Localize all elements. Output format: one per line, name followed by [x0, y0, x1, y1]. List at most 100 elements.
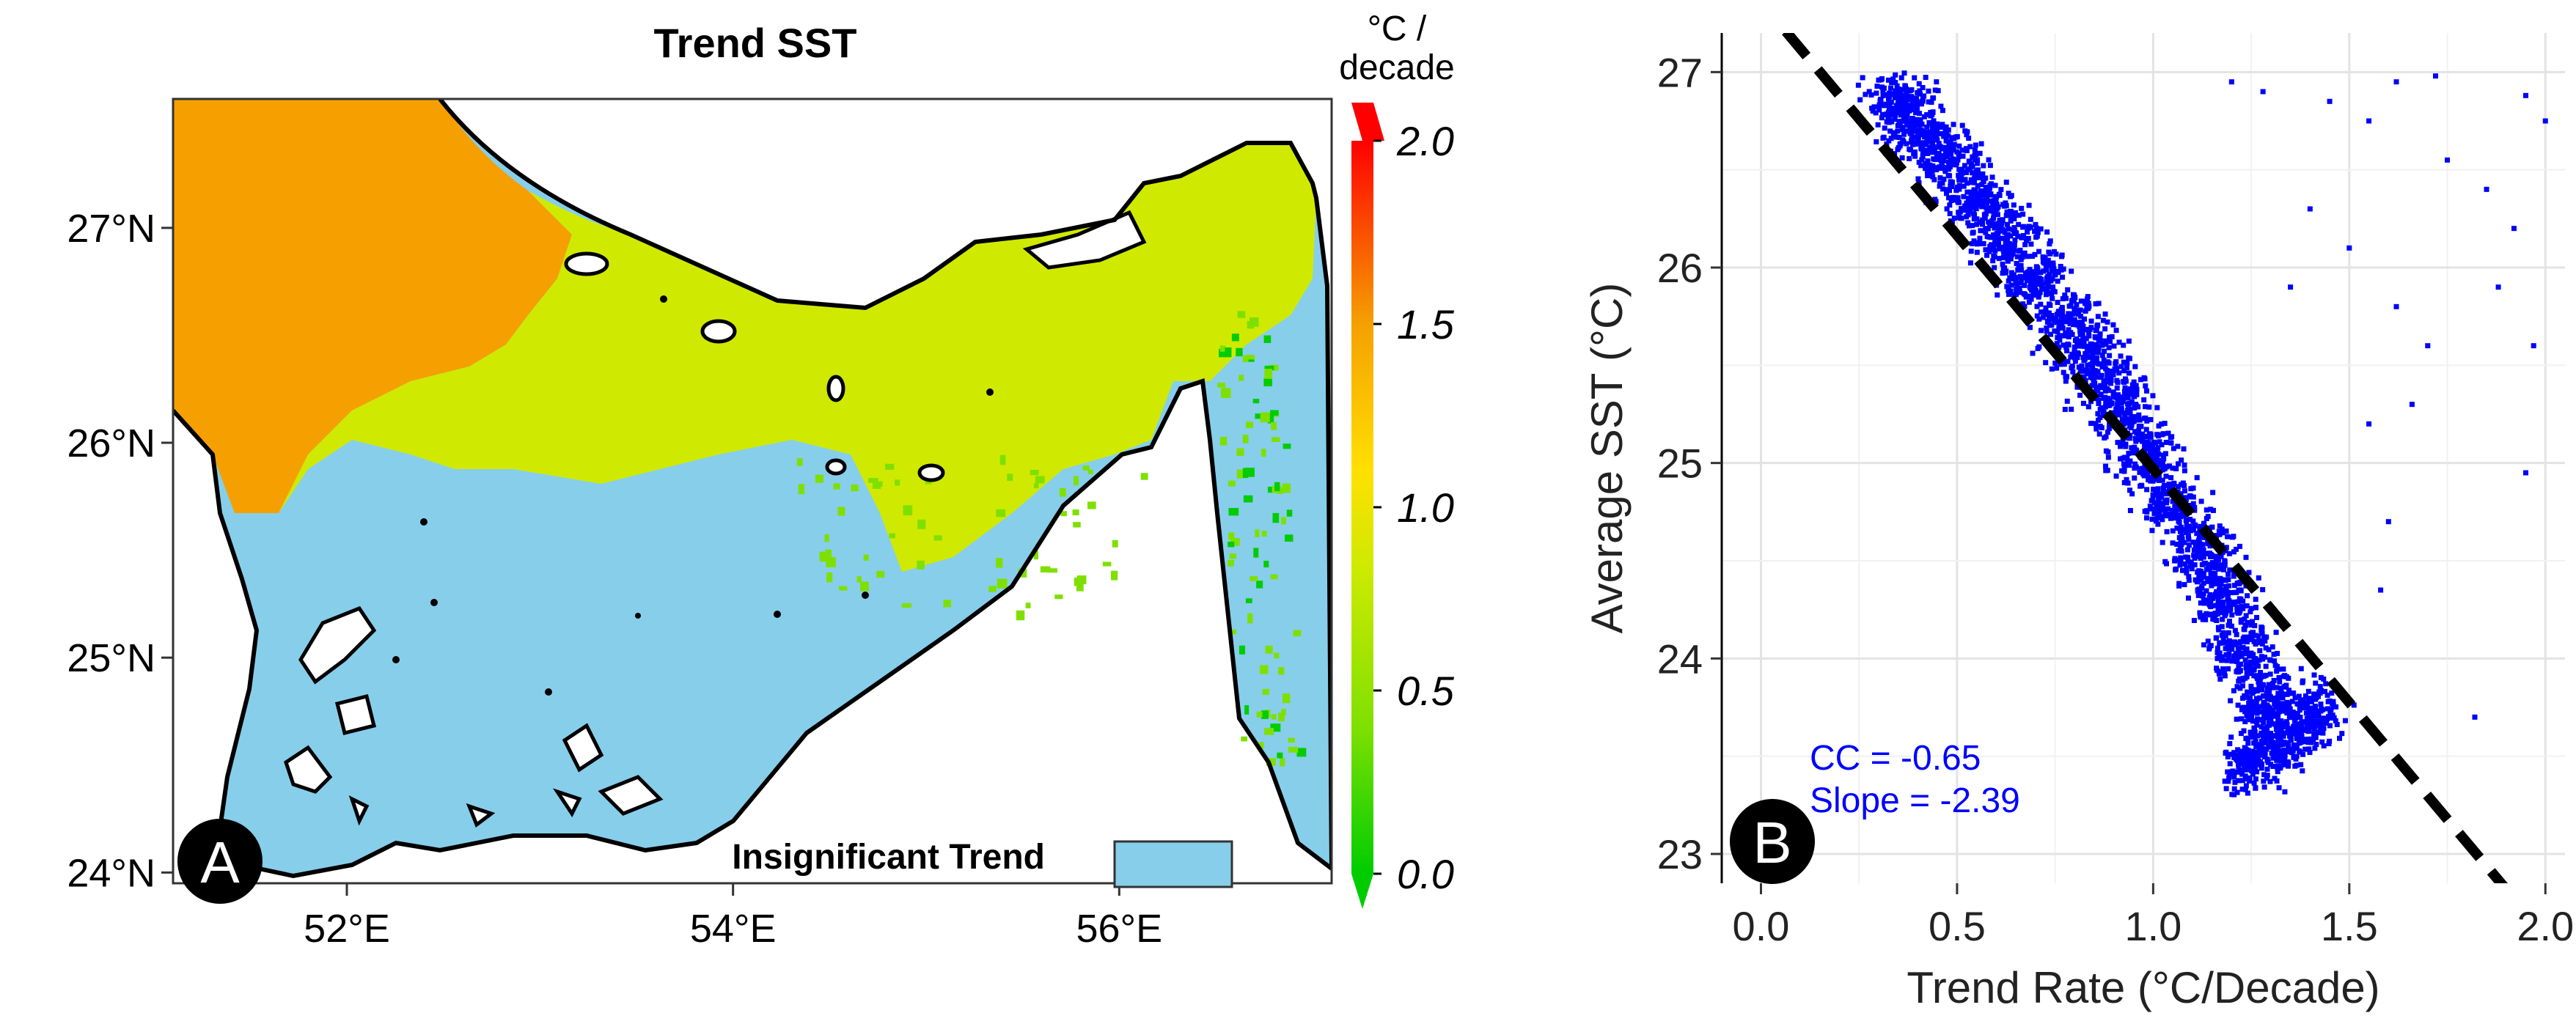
scatter-point: [2259, 625, 2265, 631]
scatter-point: [2116, 407, 2121, 413]
scatter-x-tick-label: 2.0: [2517, 903, 2574, 949]
scatter-point: [2143, 383, 2148, 389]
scatter-point: [2269, 711, 2275, 717]
trend-speck: [826, 572, 833, 583]
scatter-point: [1902, 83, 1908, 89]
scatter-point: [2197, 540, 2203, 546]
trend-speck: [1259, 665, 1269, 674]
scatter-point: [2248, 729, 2254, 735]
scatter-point: [2199, 548, 2205, 553]
scatter-point: [2006, 191, 2011, 196]
scatter-point: [2047, 251, 2053, 257]
scatter-point: [2246, 700, 2252, 706]
scatter-point: [2245, 756, 2250, 762]
scatter-point: [2144, 433, 2150, 439]
scatter-point: [2263, 645, 2269, 651]
scatter-point: [2236, 587, 2242, 593]
trend-speck: [1267, 413, 1274, 424]
scatter-point: [2337, 735, 2343, 741]
trend-speck: [851, 484, 859, 492]
scatter-point: [2173, 465, 2179, 471]
scatter-point: [1924, 164, 1930, 170]
scatter-point: [1904, 102, 1909, 108]
scatter-point: [2016, 221, 2022, 227]
scatter-point: [2276, 674, 2282, 680]
scatter-point: [1890, 91, 1896, 97]
scatter-point: [2035, 229, 2041, 235]
scatter-point: [2041, 268, 2047, 274]
scatter-point: [2107, 339, 2113, 345]
scatter-point: [2045, 318, 2051, 324]
scatter-point: [2316, 689, 2322, 695]
scatter-point: [2237, 767, 2243, 773]
scatter-point: [2231, 570, 2237, 576]
panel-label-a: A: [177, 819, 263, 904]
scatter-point: [2320, 730, 2326, 736]
scatter-point: [2008, 282, 2014, 288]
scatter-point: [2185, 533, 2191, 539]
scatter-point: [2122, 413, 2128, 419]
trend-speck: [1073, 522, 1081, 528]
trend-speck: [796, 458, 803, 466]
scatter-point: [2058, 361, 2063, 367]
scatter-point: [2217, 594, 2223, 600]
scatter-point: [2238, 617, 2244, 623]
scatter-point: [1890, 133, 1896, 139]
scatter-point: [2209, 603, 2215, 608]
scatter-point: [1931, 130, 1937, 136]
scatter-point: [2252, 623, 2258, 629]
scatter-point: [2146, 477, 2151, 483]
scatter-point: [1964, 167, 1970, 173]
scatter-point: [2277, 742, 2283, 748]
scatter-point: [2015, 233, 2021, 239]
scatter-point: [2246, 570, 2252, 575]
scatter-point: [1994, 194, 2000, 199]
scatter-point: [2044, 290, 2050, 296]
scatter-point: [2199, 593, 2205, 599]
scatter-point: [2094, 343, 2100, 349]
scatter-point: [2304, 701, 2310, 707]
scatter-point: [1918, 127, 1924, 133]
scatter-point: [2280, 666, 2286, 672]
trend-speck: [872, 482, 881, 489]
scatter-point: [2138, 424, 2144, 430]
scatter-point: [2178, 544, 2184, 550]
scatter-point: [2022, 282, 2028, 288]
scatter-point: [2017, 290, 2022, 295]
scatter-point: [1960, 153, 1966, 159]
scatter-point: [2268, 762, 2274, 767]
scatter-point: [2250, 688, 2256, 694]
scatter-point: [2274, 778, 2280, 784]
colorbar-tick-label: 0.5: [1397, 668, 1455, 714]
trend-speck: [1229, 553, 1237, 559]
trend-speck: [1247, 613, 1253, 624]
trend-speck: [1033, 550, 1038, 560]
scatter-point: [1916, 81, 1922, 86]
scatter-point: [1880, 103, 1886, 108]
scatter-point: [2225, 646, 2231, 652]
scatter-point: [1954, 133, 1960, 139]
scatter-point: [2254, 750, 2260, 756]
trend-speck: [1035, 476, 1045, 484]
scatter-point: [2312, 734, 2318, 740]
scatter-point: [2079, 340, 2085, 346]
scatter-point: [2017, 285, 2022, 291]
scatter-point: [2204, 598, 2210, 604]
scatter-point: [2106, 402, 2112, 408]
scatter-point: [2126, 405, 2132, 410]
trend-speck: [1111, 570, 1118, 581]
scatter-point: [1947, 210, 1953, 216]
scatter-point: [2245, 790, 2250, 796]
scatter-point: [2092, 380, 2098, 386]
scatter-point: [1972, 152, 1978, 158]
scatter-point: [2274, 702, 2280, 708]
scatter-point: [2320, 715, 2326, 721]
trend-speck: [1237, 311, 1246, 318]
scatter-point: [2280, 708, 2286, 714]
scatter-point: [2242, 657, 2248, 663]
scatter-point: [1987, 183, 1993, 188]
scatter-point: [2208, 570, 2214, 576]
trend-speck: [1217, 383, 1226, 388]
scatter-point: [2003, 200, 2008, 206]
colorbar-unit-line1: °C /: [1368, 10, 1427, 48]
